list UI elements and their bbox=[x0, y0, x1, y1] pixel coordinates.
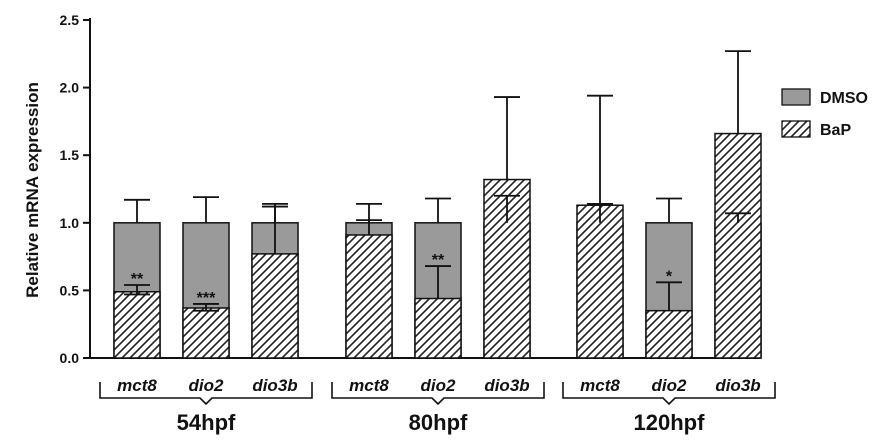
significance-label: ** bbox=[131, 271, 144, 288]
group-label: 54hpf bbox=[177, 410, 236, 435]
gene-label: mct8 bbox=[117, 376, 157, 395]
y-tick-label: 2.5 bbox=[60, 12, 80, 28]
legend-label-dmso: DMSO bbox=[820, 90, 868, 107]
bar-bap bbox=[251, 253, 299, 359]
group-bracket bbox=[331, 382, 545, 406]
group-label: 120hpf bbox=[634, 410, 706, 435]
y-tick-label: 0.0 bbox=[60, 350, 80, 366]
legend-label-bap: BaP bbox=[820, 122, 851, 139]
bar-bap bbox=[113, 291, 161, 359]
gene-label: dio2 bbox=[652, 376, 687, 395]
legend-swatch-dmso bbox=[781, 88, 811, 106]
bar-bap bbox=[645, 309, 693, 359]
gene-label: mct8 bbox=[580, 376, 620, 395]
bar-bap bbox=[714, 132, 762, 359]
group-bracket bbox=[562, 382, 776, 406]
gene-label: dio3b bbox=[484, 376, 529, 395]
significance-label: * bbox=[666, 268, 673, 285]
y-tick-label: 1.5 bbox=[60, 147, 80, 163]
legend: DMSO BaP bbox=[781, 88, 868, 139]
y-tick-label: 0.5 bbox=[60, 282, 80, 298]
gene-label: dio3b bbox=[715, 376, 760, 395]
gene-label: dio2 bbox=[189, 376, 224, 395]
bar-bap bbox=[576, 204, 624, 359]
y-tick-label: 1.0 bbox=[60, 215, 80, 231]
bar-bap bbox=[414, 297, 462, 359]
y-axis-label: Relative mRNA expression bbox=[23, 82, 42, 298]
group-bracket bbox=[99, 382, 313, 406]
significance-label: *** bbox=[197, 290, 216, 307]
legend-swatch-bap bbox=[781, 120, 811, 138]
gene-label: dio2 bbox=[421, 376, 456, 395]
bar-bap bbox=[345, 234, 393, 359]
gene-label: mct8 bbox=[349, 376, 389, 395]
significance-label: ** bbox=[432, 252, 445, 269]
plot-area: 0.00.51.01.52.02.5**mct8***dio2 dio3b54hp… bbox=[60, 12, 776, 435]
gene-label: dio3b bbox=[252, 376, 297, 395]
y-tick-label: 2.0 bbox=[60, 80, 80, 96]
group-label: 80hpf bbox=[409, 410, 468, 435]
bar-bap bbox=[182, 307, 230, 359]
